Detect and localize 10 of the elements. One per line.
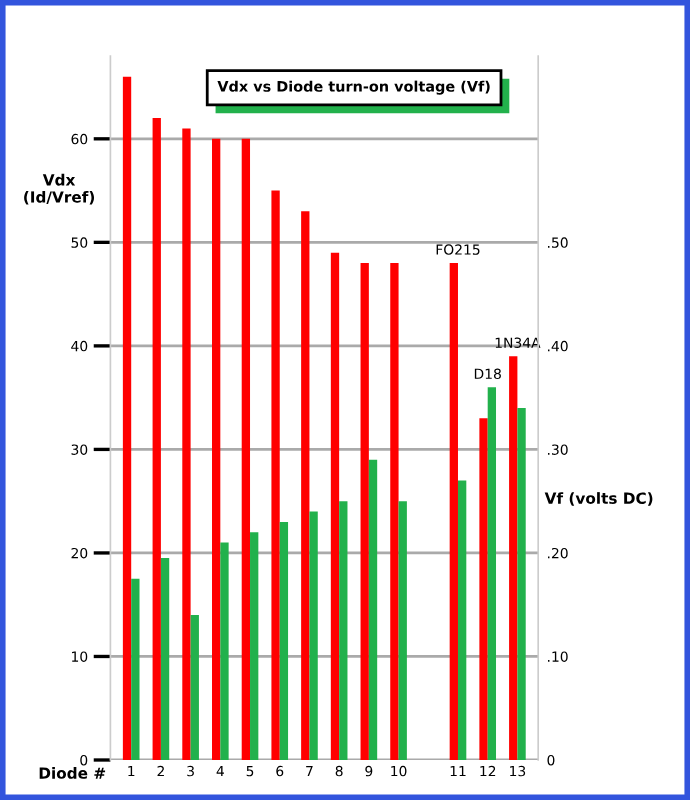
bar bbox=[212, 138, 221, 760]
bar bbox=[160, 558, 170, 760]
bar bbox=[301, 211, 310, 760]
bar bbox=[182, 128, 191, 760]
bar bbox=[190, 615, 199, 760]
bar bbox=[122, 76, 132, 760]
bar bbox=[271, 190, 280, 760]
bar bbox=[131, 578, 140, 760]
bar bbox=[152, 118, 161, 760]
bar bbox=[241, 138, 251, 760]
